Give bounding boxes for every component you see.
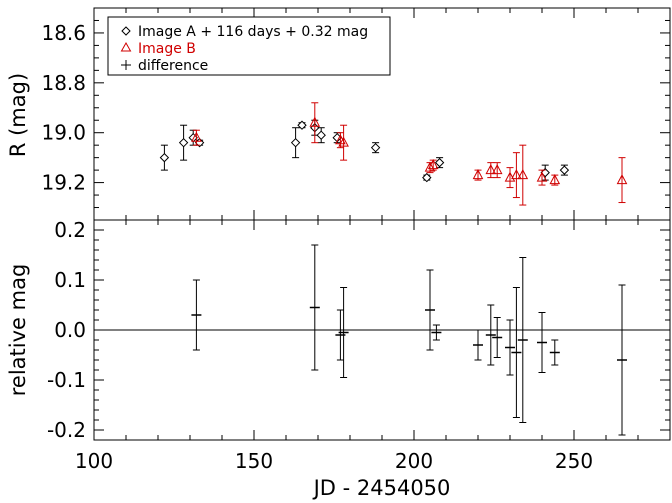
top-y-axis-title: R (mag) bbox=[6, 73, 30, 157]
image-b-point bbox=[517, 169, 529, 180]
bottom-y-axis-title: relative mag bbox=[6, 264, 30, 397]
x-axis-title: JD - 2454050 bbox=[312, 476, 451, 500]
bottom-x-ticks: 100 150 200 250 bbox=[75, 220, 671, 473]
legend-label-image-b: Image B bbox=[138, 41, 196, 57]
image-a-point bbox=[434, 157, 445, 168]
x-tick-label: 200 bbox=[395, 449, 433, 473]
image-a-point bbox=[559, 165, 570, 175]
bottom-y-tick-label: 0.2 bbox=[54, 218, 86, 242]
top-y-tick-label: 18.6 bbox=[41, 21, 86, 45]
bottom-y-tick-label: 0.1 bbox=[54, 268, 86, 292]
top-y-tick-label: 19.2 bbox=[41, 171, 86, 195]
image-a-point bbox=[297, 120, 307, 130]
legend-label-difference: difference bbox=[138, 58, 208, 74]
image-b-point bbox=[427, 159, 439, 170]
image-b-point bbox=[424, 161, 436, 172]
bottom-y-tick-label: -0.2 bbox=[47, 418, 86, 442]
image-b-point bbox=[472, 169, 484, 180]
legend-box bbox=[107, 16, 391, 76]
x-tick-label: 250 bbox=[555, 449, 593, 473]
x-tick-label: 100 bbox=[75, 449, 113, 473]
image-a-point bbox=[316, 130, 326, 140]
image-a-point bbox=[370, 142, 381, 153]
legend-triangle-icon bbox=[120, 41, 132, 52]
image-b-point bbox=[536, 171, 548, 182]
bottom-panel: -0.2 -0.1 0.0 0.1 0.2 100 150 200 250 relative … bbox=[6, 218, 671, 500]
image-b-point bbox=[549, 174, 561, 185]
image-b-point bbox=[338, 136, 349, 147]
top-y-tick-label: 18.8 bbox=[41, 71, 86, 95]
x-tick-label: 150 bbox=[235, 449, 273, 473]
image-b-point bbox=[191, 131, 202, 142]
top-data-marks bbox=[159, 102, 628, 206]
top-y-tick-label: 19.0 bbox=[41, 121, 86, 145]
image-b-point bbox=[616, 174, 628, 185]
image-b-point bbox=[485, 164, 497, 175]
image-b-point bbox=[309, 116, 321, 127]
image-a-point bbox=[178, 137, 189, 148]
bottom-y-ticks: -0.2 -0.1 0.0 0.1 0.2 bbox=[47, 218, 670, 442]
image-b-point bbox=[504, 171, 516, 182]
top-panel: 18.6 18.8 19.0 19.2 R (mag) Image A + 116 d… bbox=[6, 7, 671, 221]
bottom-data-marks bbox=[191, 244, 627, 436]
top-x-ticks bbox=[93, 8, 671, 220]
legend-label-image-a: Image A + 116 days + 0.32 mag bbox=[138, 24, 368, 40]
image-b-point bbox=[491, 164, 503, 175]
image-a-point bbox=[159, 152, 170, 163]
legend-diamond-icon bbox=[121, 26, 131, 36]
image-a-point bbox=[422, 172, 432, 183]
bottom-y-tick-label: 0.0 bbox=[54, 318, 86, 342]
legend: Image A + 116 days + 0.32 mag Image B di… bbox=[107, 16, 391, 76]
image-a-point bbox=[290, 137, 301, 148]
legend-plus-icon bbox=[121, 60, 131, 70]
image-b-point bbox=[511, 169, 522, 180]
top-y-ticks: 18.6 18.8 19.0 19.2 bbox=[41, 7, 670, 209]
bottom-y-tick-label: -0.1 bbox=[47, 368, 86, 392]
